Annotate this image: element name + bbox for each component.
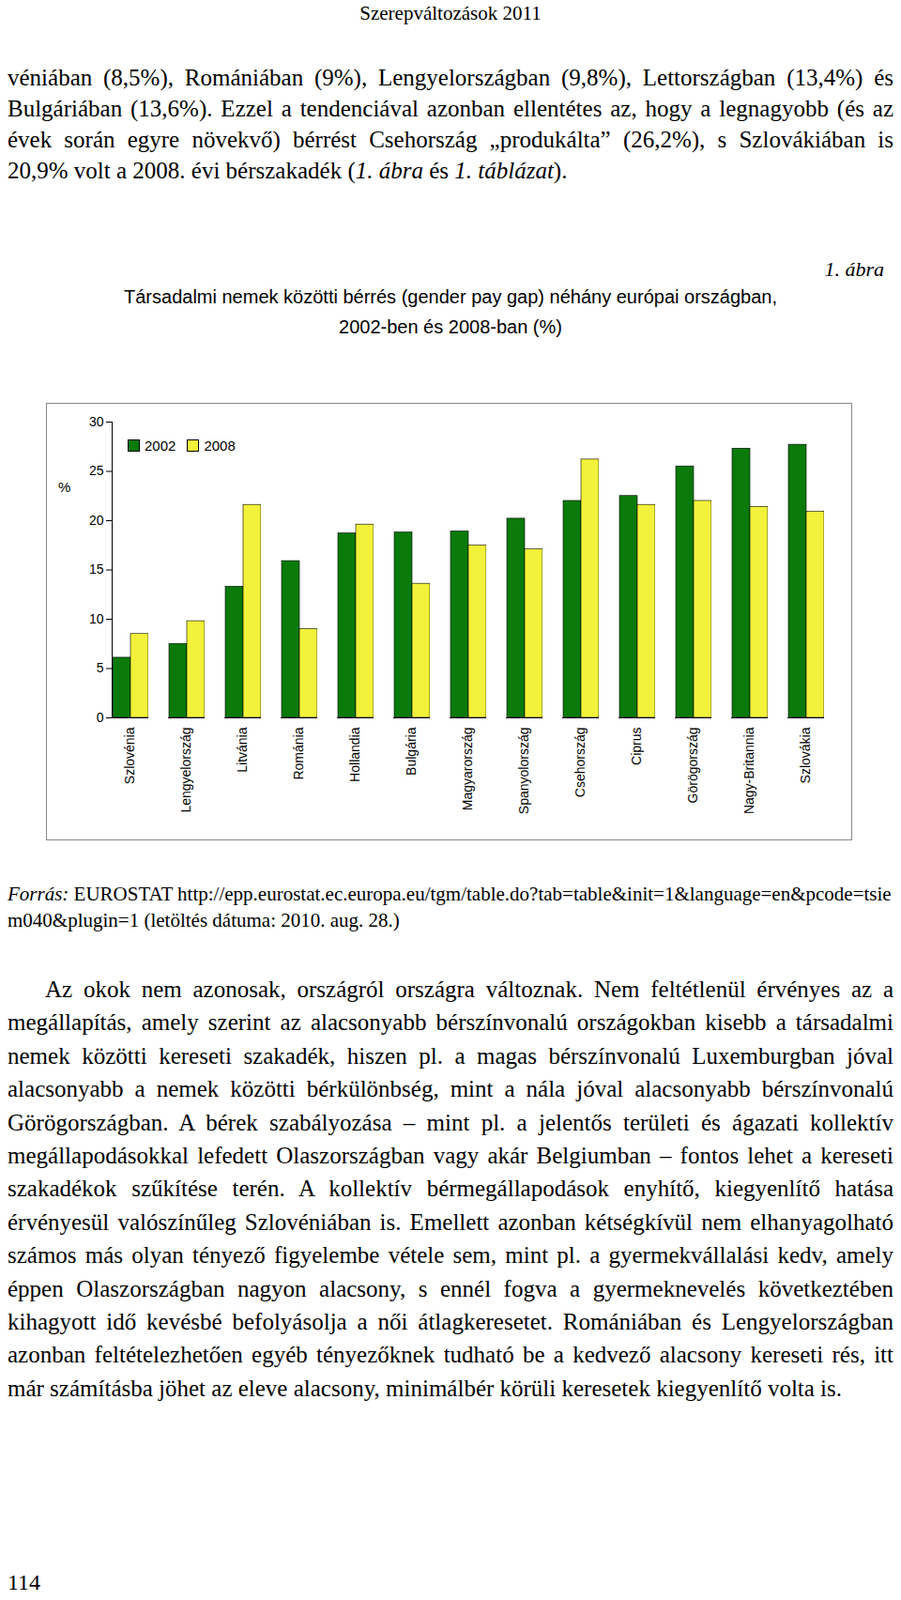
svg-text:Szlovénia: Szlovénia (122, 726, 138, 784)
svg-text:Ciprus: Ciprus (628, 727, 644, 765)
html-text:véniában (8,5%), Romániában (9: véniában (8,5%), Romániában (9%), Lengye… (7, 64, 894, 184)
svg-text:Lengyelország: Lengyelország (178, 727, 194, 813)
html-text:Szerepváltozások 2011: Szerepváltozások 2011 (359, 1, 542, 25)
svg-text:15: 15 (89, 561, 105, 577)
svg-text:10: 10 (89, 610, 105, 627)
html-text:2008: 2008 (204, 437, 236, 454)
svg-text:Görögország: Görögország (685, 727, 701, 804)
html-text:114: 114 (7, 1569, 41, 1594)
html-text:1. ábra: 1. ábra (824, 257, 885, 281)
svg-text:0: 0 (96, 709, 105, 725)
svg-text:20: 20 (89, 512, 105, 528)
html-text:Társadalmi nemek közötti bérré: Társadalmi nemek közötti bérrés (gender … (123, 286, 778, 337)
html-text:Az okok nem azonosak, országró: Az okok nem azonosak, országról országra… (7, 976, 894, 1401)
svg-text:Hollandia: Hollandia (347, 726, 363, 782)
svg-text:Nagy-Britannia: Nagy-Britannia (741, 726, 757, 814)
svg-text:Spanyolország: Spanyolország (516, 727, 532, 815)
svg-text:Magyarország: Magyarország (459, 727, 475, 811)
html-text:Forrás: EUROSTAT http://epp.eu: Forrás: EUROSTAT http://epp.eurostat.ec.… (7, 882, 892, 932)
svg-text:Csehország: Csehország (572, 727, 588, 798)
svg-text:Bulgária: Bulgária (403, 726, 419, 776)
svg-text:30: 30 (89, 413, 105, 429)
svg-text:Románia: Románia (290, 726, 306, 779)
svg-text:5: 5 (96, 659, 105, 675)
svg-text:25: 25 (89, 462, 105, 478)
html-text:2002: 2002 (144, 437, 176, 454)
svg-text:Litvánia: Litvánia (234, 726, 250, 772)
svg-text:Szlovákia: Szlovákia (797, 726, 813, 783)
